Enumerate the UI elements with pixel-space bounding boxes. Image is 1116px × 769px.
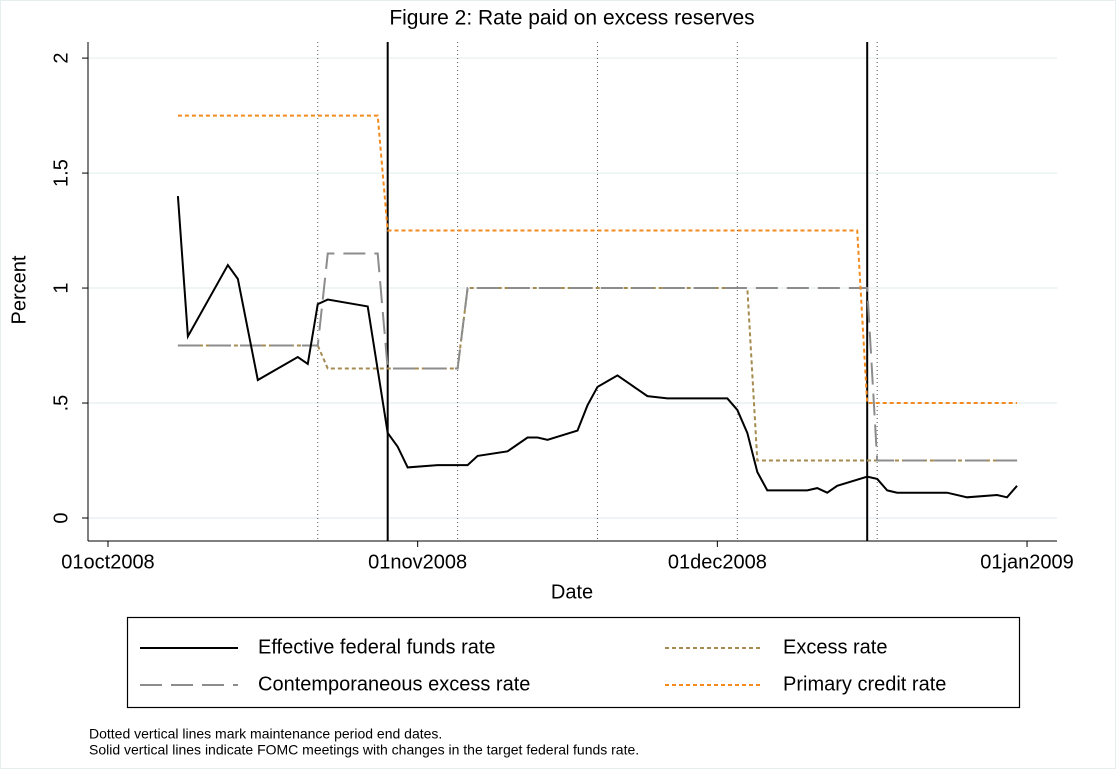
legend-label: Contemporaneous excess rate bbox=[258, 673, 530, 695]
y-tick-label: 1 bbox=[50, 282, 72, 293]
y-tick-label: 1.5 bbox=[50, 159, 72, 187]
legend-box bbox=[126, 616, 1021, 709]
y-tick-label: .5 bbox=[50, 395, 72, 412]
y-tick-label: 2 bbox=[50, 53, 72, 64]
note: Dotted vertical lines mark maintenance p… bbox=[89, 726, 442, 742]
legend-label: Excess rate bbox=[783, 636, 887, 658]
series-line bbox=[176, 195, 1018, 499]
legend-label: Effective federal funds rate bbox=[258, 636, 496, 658]
x-tick-label: 01dec2008 bbox=[668, 551, 767, 573]
note: Solid vertical lines indicate FOMC meeti… bbox=[89, 742, 639, 758]
series-line bbox=[177, 287, 1018, 462]
x-tick-label: 01jan2009 bbox=[980, 551, 1073, 573]
x-tick-label: 01nov2008 bbox=[368, 551, 467, 573]
y-axis-title: Percent bbox=[8, 255, 30, 324]
x-axis-title: Date bbox=[551, 581, 593, 603]
x-tick-label: 01oct2008 bbox=[61, 551, 154, 573]
chart-title: Figure 2: Rate paid on excess reserves bbox=[389, 7, 754, 30]
y-tick-label: 0 bbox=[50, 512, 72, 523]
series-line bbox=[177, 114, 1018, 405]
series-line bbox=[177, 252, 1018, 462]
legend-label: Primary credit rate bbox=[783, 673, 946, 695]
